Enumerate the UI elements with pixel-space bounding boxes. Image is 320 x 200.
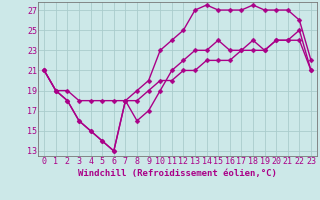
X-axis label: Windchill (Refroidissement éolien,°C): Windchill (Refroidissement éolien,°C) (78, 169, 277, 178)
